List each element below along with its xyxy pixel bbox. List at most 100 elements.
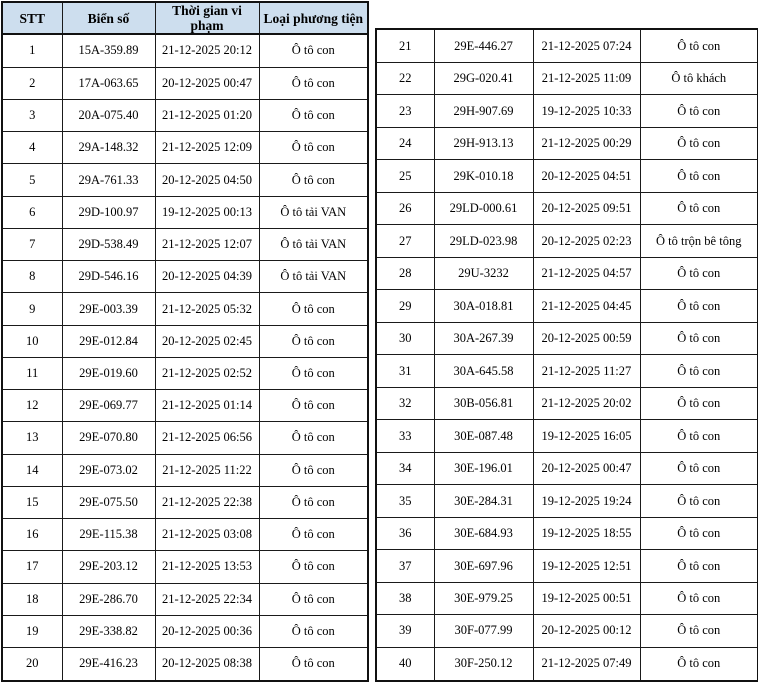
cell-time: 21-12-2025 22:38 xyxy=(154,485,260,520)
cell-stt: 9 xyxy=(1,292,63,326)
table-row: 14 29E-073.02 21-12-2025 11:22 Ô tô con xyxy=(1,453,369,487)
cell-vehicle-type: Ô tô con xyxy=(258,453,369,487)
cell-time: 21-12-2025 07:24 xyxy=(532,28,641,63)
cell-plate: 29E-075.50 xyxy=(61,485,156,520)
cell-stt: 34 xyxy=(375,451,435,486)
cell-stt: 19 xyxy=(1,614,63,648)
cell-plate: 29LD-000.61 xyxy=(433,191,534,226)
table-row: 10 29E-012.84 20-12-2025 02:45 Ô tô con xyxy=(1,324,369,358)
table-row: 6 29D-100.97 19-12-2025 00:13 Ô tô tải VAN xyxy=(1,195,369,229)
cell-vehicle-type: Ô tô con xyxy=(258,485,369,520)
table-row: 13 29E-070.80 21-12-2025 06:56 Ô tô con xyxy=(1,421,369,455)
cell-stt: 32 xyxy=(375,386,435,421)
cell-stt: 40 xyxy=(375,646,435,682)
cell-plate: 30E-979.25 xyxy=(433,581,534,616)
table-row: 18 29E-286.70 21-12-2025 22:34 Ô tô con xyxy=(1,582,369,616)
cell-vehicle-type: Ô tô con xyxy=(639,256,758,291)
cell-vehicle-type: Ô tô con xyxy=(639,419,758,453)
cell-stt: 28 xyxy=(375,256,435,291)
table-row: 31 30A-645.58 21-12-2025 11:27 Ô tô con xyxy=(375,354,758,388)
cell-time: 20-12-2025 00:36 xyxy=(154,614,260,648)
table-row: 35 30E-284.31 19-12-2025 19:24 Ô tô con xyxy=(375,484,758,518)
cell-time: 21-12-2025 20:02 xyxy=(532,386,641,421)
cell-time: 21-12-2025 00:29 xyxy=(532,126,641,161)
cell-plate: 29D-100.97 xyxy=(61,195,156,229)
cell-plate: 29E-446.27 xyxy=(433,28,534,63)
cell-stt: 6 xyxy=(1,195,63,229)
column-header-stt: STT xyxy=(1,1,63,35)
cell-time: 20-12-2025 04:51 xyxy=(532,159,641,193)
cell-plate: 29E-003.39 xyxy=(61,292,156,326)
cell-vehicle-type: Ô tô tải VAN xyxy=(258,195,369,229)
table-row: 24 29H-913.13 21-12-2025 00:29 Ô tô con xyxy=(375,126,758,161)
cell-stt: 21 xyxy=(375,28,435,63)
cell-time: 20-12-2025 04:50 xyxy=(154,163,260,197)
table-row: 21 29E-446.27 21-12-2025 07:24 Ô tô con xyxy=(375,28,758,63)
table-row: 28 29U-3232 21-12-2025 04:57 Ô tô con xyxy=(375,256,758,291)
cell-vehicle-type: Ô tô con xyxy=(258,98,369,133)
table-row: 19 29E-338.82 20-12-2025 00:36 Ô tô con xyxy=(1,614,369,648)
table-row: 20 29E-416.23 20-12-2025 08:38 Ô tô con xyxy=(1,646,369,682)
cell-time: 19-12-2025 00:13 xyxy=(154,195,260,229)
cell-vehicle-type: Ô tô con xyxy=(639,191,758,226)
cell-vehicle-type: Ô tô con xyxy=(639,451,758,486)
cell-time: 21-12-2025 13:53 xyxy=(154,550,260,584)
cell-stt: 36 xyxy=(375,516,435,551)
cell-plate: 29E-070.80 xyxy=(61,421,156,455)
cell-time: 19-12-2025 19:24 xyxy=(532,484,641,518)
cell-vehicle-type: Ô tô con xyxy=(639,321,758,356)
cell-time: 20-12-2025 00:12 xyxy=(532,614,641,648)
table-row: 37 30E-697.96 19-12-2025 12:51 Ô tô con xyxy=(375,549,758,583)
table-row: 23 29H-907.69 19-12-2025 10:33 Ô tô con xyxy=(375,94,758,128)
cell-time: 20-12-2025 00:59 xyxy=(532,321,641,356)
cell-time: 21-12-2025 06:56 xyxy=(154,421,260,455)
cell-time: 19-12-2025 00:51 xyxy=(532,581,641,616)
cell-time: 21-12-2025 01:14 xyxy=(154,389,260,423)
cell-vehicle-type: Ô tô con xyxy=(639,354,758,388)
cell-vehicle-type: Ô tô con xyxy=(639,581,758,616)
cell-vehicle-type: Ô tô con xyxy=(258,518,369,552)
cell-plate: 29E-338.82 xyxy=(61,614,156,648)
cell-stt: 17 xyxy=(1,550,63,584)
cell-time: 21-12-2025 12:09 xyxy=(154,131,260,165)
cell-vehicle-type: Ô tô con xyxy=(258,324,369,358)
cell-plate: 29E-203.12 xyxy=(61,550,156,584)
cell-stt: 30 xyxy=(375,321,435,356)
cell-plate: 30E-697.96 xyxy=(433,549,534,583)
cell-vehicle-type: Ô tô trộn bê tông xyxy=(639,224,758,258)
cell-vehicle-type: Ô tô con xyxy=(639,289,758,323)
cell-plate: 29E-012.84 xyxy=(61,324,156,358)
cell-plate: 30F-077.99 xyxy=(433,614,534,648)
cell-stt: 27 xyxy=(375,224,435,258)
table-row: 36 30E-684.93 19-12-2025 18:55 Ô tô con xyxy=(375,516,758,551)
cell-time: 21-12-2025 11:27 xyxy=(532,354,641,388)
cell-stt: 12 xyxy=(1,389,63,423)
cell-vehicle-type: Ô tô con xyxy=(258,356,369,391)
cell-plate: 30E-284.31 xyxy=(433,484,534,518)
cell-plate: 30E-684.93 xyxy=(433,516,534,551)
cell-plate: 29H-907.69 xyxy=(433,94,534,128)
cell-time: 21-12-2025 04:45 xyxy=(532,289,641,323)
cell-time: 21-12-2025 11:09 xyxy=(532,61,641,96)
cell-plate: 29LD-023.98 xyxy=(433,224,534,258)
table-row: 5 29A-761.33 20-12-2025 04:50 Ô tô con xyxy=(1,163,369,197)
cell-vehicle-type: Ô tô con xyxy=(639,614,758,648)
cell-stt: 35 xyxy=(375,484,435,518)
table-row: 40 30F-250.12 21-12-2025 07:49 Ô tô con xyxy=(375,646,758,682)
cell-stt: 37 xyxy=(375,549,435,583)
cell-stt: 29 xyxy=(375,289,435,323)
cell-vehicle-type: Ô tô con xyxy=(639,94,758,128)
cell-stt: 16 xyxy=(1,518,63,552)
cell-vehicle-type: Ô tô tải VAN xyxy=(258,227,369,262)
cell-stt: 18 xyxy=(1,582,63,616)
cell-stt: 7 xyxy=(1,227,63,262)
cell-stt: 10 xyxy=(1,324,63,358)
cell-time: 20-12-2025 09:51 xyxy=(532,191,641,226)
table-row: 39 30F-077.99 20-12-2025 00:12 Ô tô con xyxy=(375,614,758,648)
cell-plate: 29D-538.49 xyxy=(61,227,156,262)
column-header-plate-label: Biển số xyxy=(87,10,130,26)
cell-time: 20-12-2025 00:47 xyxy=(154,66,260,100)
cell-stt: 13 xyxy=(1,421,63,455)
cell-time: 21-12-2025 01:20 xyxy=(154,98,260,133)
cell-time: 19-12-2025 12:51 xyxy=(532,549,641,583)
